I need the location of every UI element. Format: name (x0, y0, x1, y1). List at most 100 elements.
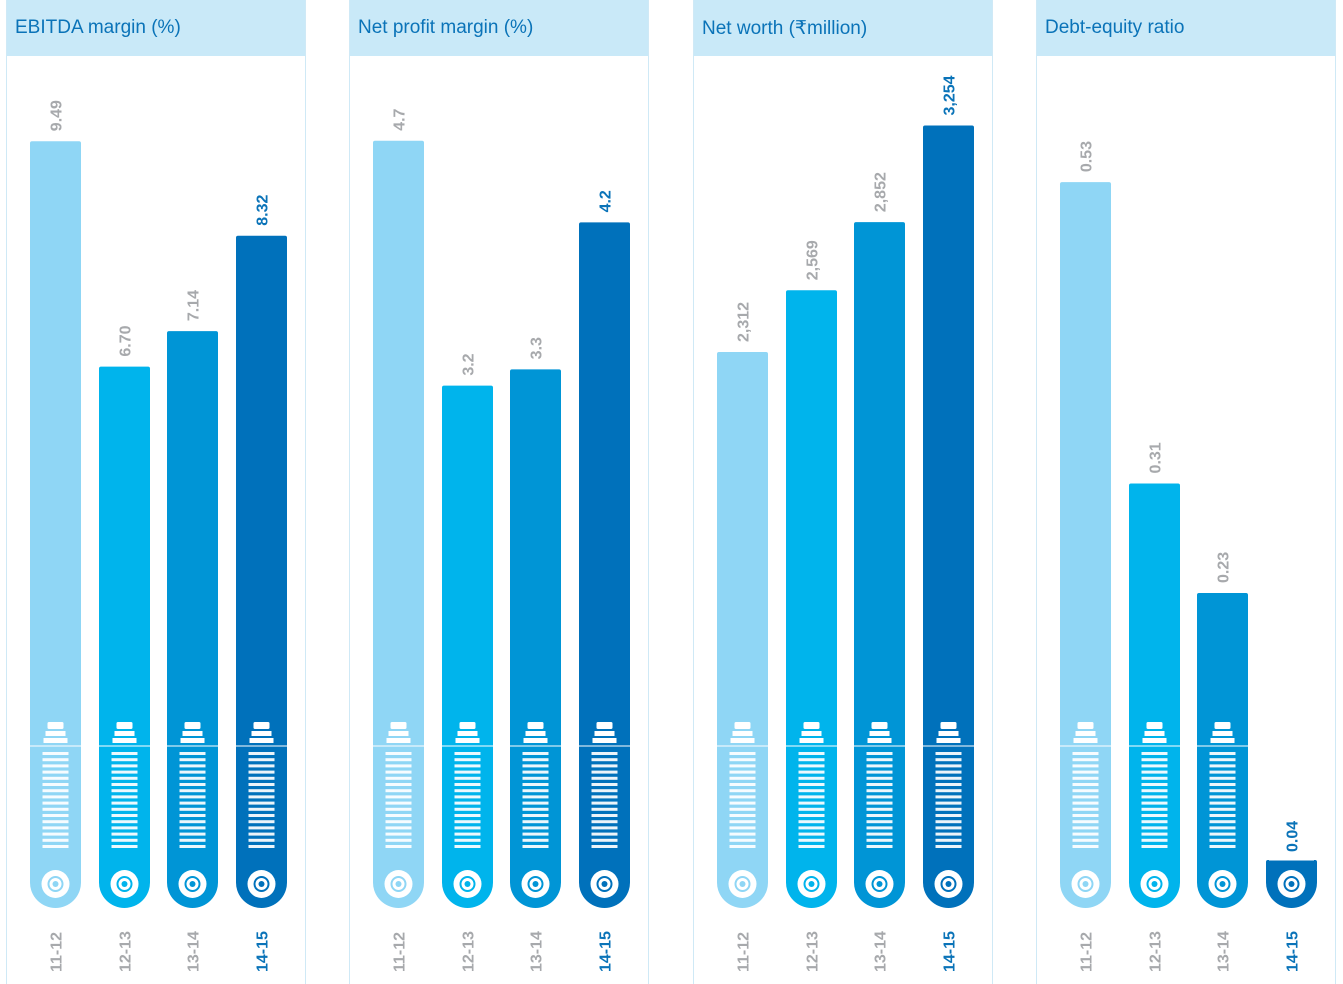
panel-header: EBITDA margin (%) (7, 0, 305, 56)
category-label: 13-14 (873, 931, 890, 972)
bar-value-label: 9.49 (49, 100, 66, 131)
bar (167, 331, 218, 909)
bar-value-label: 6.70 (118, 325, 135, 356)
chart-plot: 0.53 11-12 0.31 12-13 0.23 13-14 0.04 14-15 (1060, 141, 1317, 972)
bar-group: 0.04 14-15 (1266, 821, 1317, 972)
category-label: 13-14 (529, 931, 546, 972)
bar-knob-icon (453, 870, 482, 898)
category-label: 13-14 (1216, 931, 1233, 972)
chart-title-text: Net profit margin (358, 17, 499, 38)
category-label: 11-12 (1079, 932, 1096, 972)
category-label: 12-13 (118, 931, 135, 972)
bar-value-label: 2,312 (736, 302, 753, 342)
chart-unit: (₹million) (783, 18, 868, 39)
category-label: 11-12 (392, 932, 409, 972)
bar-spring-decoration (99, 722, 150, 848)
bar-spring-decoration (1129, 722, 1180, 848)
bar-knob-icon (1208, 870, 1237, 898)
bar-value-label: 0.31 (1148, 442, 1165, 473)
bar-knob-icon (178, 870, 207, 898)
bar-group: 8.32 14-15 (236, 195, 287, 972)
panel-header: Net profit margin (%) (350, 0, 648, 56)
bar-group: 2,312 11-12 (717, 302, 768, 972)
bar-group: 0.31 12-13 (1129, 442, 1180, 972)
bar-group: 3,254 14-15 (923, 75, 974, 972)
panel-header: Net worth (₹million) (694, 0, 992, 56)
bar (1129, 483, 1180, 909)
bar-value-label: 0.23 (1216, 552, 1233, 583)
category-label: 12-13 (1148, 931, 1165, 972)
bar-value-label: 3,254 (942, 75, 959, 115)
bar-value-label: 4.7 (392, 108, 409, 130)
bar-spring-decoration (510, 722, 561, 848)
bar-value-label: 8.32 (255, 195, 272, 226)
bar-spring-decoration (167, 722, 218, 848)
chart-unit: (%) (145, 17, 181, 38)
bar (854, 222, 905, 909)
bar-group: 6.70 12-13 (99, 325, 150, 972)
bar (1060, 182, 1111, 909)
bar-value-label: 3.2 (461, 353, 478, 375)
bar-spring-decoration (442, 722, 493, 848)
chart-title-text: Debt-equity ratio (1045, 17, 1185, 38)
bar-knob-icon (934, 870, 963, 898)
bar-knob-icon (1140, 870, 1169, 898)
bar-knob-icon (110, 870, 139, 898)
bar-value-label: 2,569 (805, 240, 822, 280)
bar-group: 9.49 11-12 (30, 100, 81, 972)
bar-group: 2,852 13-14 (854, 172, 905, 972)
bar-knob-icon (797, 870, 826, 898)
chart-title: Net profit margin (%) (358, 17, 533, 39)
bar (1197, 593, 1248, 909)
bar-group: 3.3 13-14 (510, 337, 561, 972)
bar-group: 2,569 12-13 (786, 240, 837, 972)
bar-knob-icon (1277, 870, 1306, 898)
bar-spring-decoration (579, 722, 630, 848)
bar-knob-icon (384, 870, 413, 898)
chart-title-text: Net worth (702, 18, 784, 39)
category-label: 14-15 (942, 931, 959, 972)
bar-spring-decoration (1060, 722, 1111, 848)
category-label: 13-14 (186, 931, 203, 972)
category-label: 14-15 (1285, 931, 1302, 972)
bar (236, 235, 287, 909)
chart-title: Debt-equity ratio (1045, 17, 1184, 39)
bar-knob-icon (865, 870, 894, 898)
bar-spring-decoration (373, 722, 424, 848)
bar (579, 222, 630, 909)
category-label: 12-13 (805, 931, 822, 972)
bar-value-label: 0.53 (1079, 141, 1096, 172)
bar-spring-decoration (236, 722, 287, 848)
chart-title: EBITDA margin (%) (15, 17, 181, 39)
category-label: 14-15 (255, 931, 272, 972)
bar-group: 4.7 11-12 (373, 108, 424, 972)
bar-knob-icon (1071, 870, 1100, 898)
bar (717, 352, 768, 909)
category-label: 11-12 (736, 932, 753, 972)
bar-group: 7.14 13-14 (167, 290, 218, 972)
bar-group: 3.2 12-13 (442, 353, 493, 972)
chart-panel: EBITDA margin (%) 9.49 11-12 6.70 12-13 7.14 1… (6, 0, 306, 984)
bar-group: 0.53 11-12 (1060, 141, 1111, 972)
bar-spring-decoration (1197, 722, 1248, 848)
bar-spring-decoration (923, 722, 974, 848)
chart-title: Net worth (₹million) (702, 17, 867, 40)
bar (923, 125, 974, 909)
chart-panel: Net profit margin (%) 4.7 11-12 3.2 12-13 3.3… (349, 0, 649, 984)
bar (442, 385, 493, 909)
chart-plot: 9.49 11-12 6.70 12-13 7.14 13-14 8.32 14-15 (30, 100, 287, 972)
bar-group: 4.2 14-15 (579, 190, 630, 972)
bar-group: 0.23 13-14 (1197, 552, 1248, 972)
category-label: 12-13 (461, 931, 478, 972)
bar-spring-decoration (717, 722, 768, 848)
bar-value-label: 4.2 (598, 190, 615, 212)
chart-plot: 4.7 11-12 3.2 12-13 3.3 13-14 4.2 14-15 (373, 108, 630, 972)
category-label: 11-12 (49, 932, 66, 972)
bar-knob-icon (247, 870, 276, 898)
bar (30, 141, 81, 909)
chart-plot: 2,312 11-12 2,569 12-13 2,852 13-14 3,254 14-15 (717, 75, 974, 972)
bar-value-label: 2,852 (873, 172, 890, 212)
panel-header: Debt-equity ratio (1037, 0, 1335, 56)
bar-spring-decoration (30, 722, 81, 848)
